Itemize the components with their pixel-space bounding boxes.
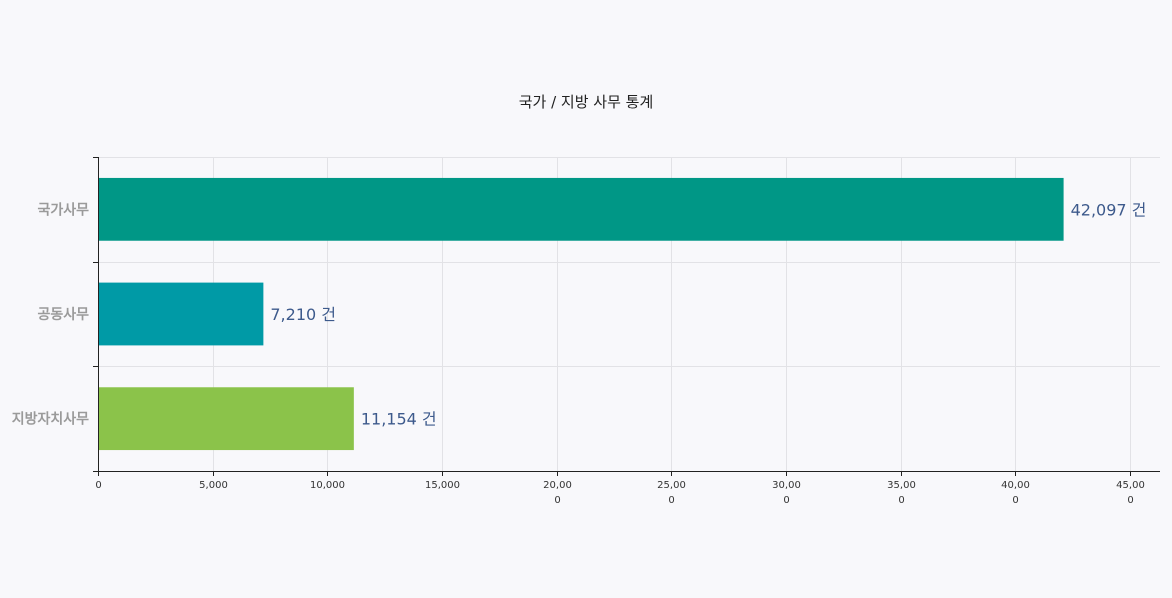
x-tick-label: 15,000 [425, 480, 460, 491]
category-label: 공동사무 [37, 307, 89, 323]
x-tick-label: 0 [95, 480, 101, 491]
x-tick-label: 45,00 [1116, 480, 1145, 491]
x-tick-label: 0 [1012, 495, 1018, 506]
x-tick-label: 25,00 [657, 480, 686, 491]
category-label: 국가사무 [37, 202, 89, 218]
bar-3 [98, 387, 354, 450]
x-tick-label: 20,00 [543, 480, 572, 491]
x-tick-label: 0 [668, 495, 674, 506]
bar-1 [98, 178, 1064, 241]
bar-2 [98, 283, 263, 346]
x-tick-label: 35,00 [887, 480, 916, 491]
x-tick-label: 40,00 [1001, 480, 1030, 491]
data-label: 11,154 건 [361, 410, 437, 429]
x-tick-label: 0 [783, 495, 789, 506]
x-tick-label: 10,000 [310, 480, 345, 491]
chart-title: 국가 / 지방 사무 통계 [519, 93, 654, 111]
x-tick-label: 0 [898, 495, 904, 506]
bar-layer: 42,097 건 7,210 건 11,154 건 [98, 178, 1146, 450]
x-tick-label: 0 [1127, 495, 1133, 506]
x-tick-label: 0 [554, 495, 560, 506]
category-label: 지방자치사무 [12, 411, 89, 428]
data-label: 42,097 건 [1071, 200, 1147, 219]
x-tick-label: 30,00 [772, 480, 801, 491]
x-tick-label: 5,000 [199, 480, 228, 491]
data-label: 7,210 건 [270, 305, 336, 324]
